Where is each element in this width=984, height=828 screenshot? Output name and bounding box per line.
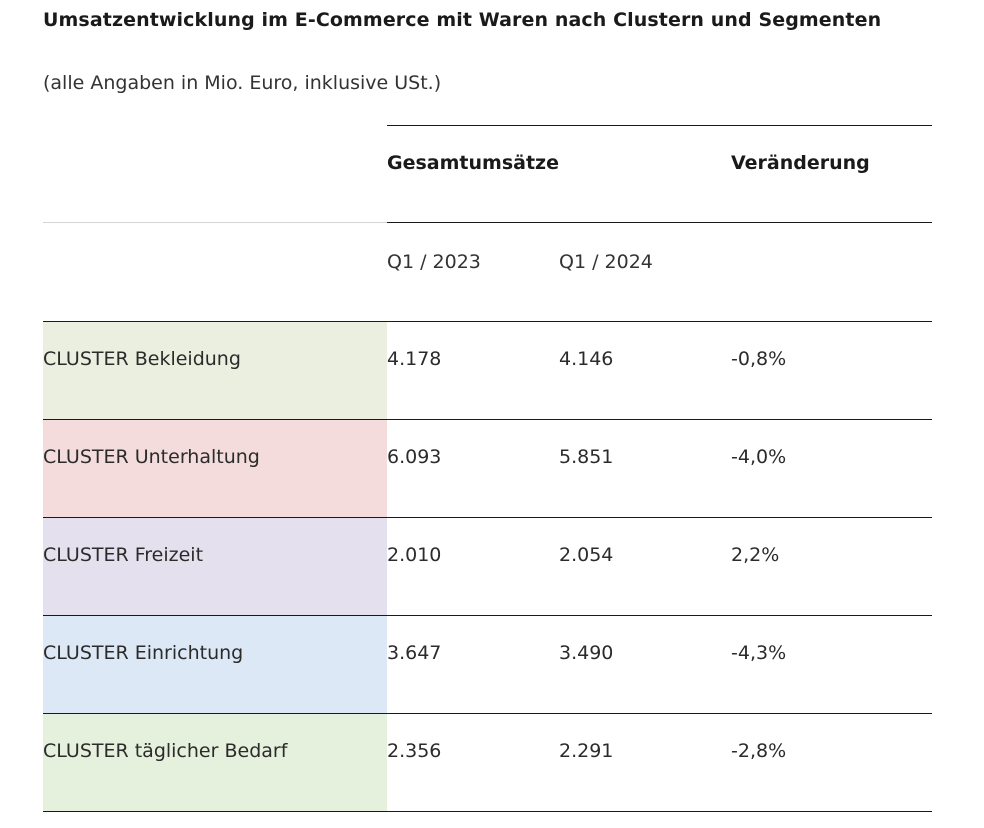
row-divider <box>43 517 932 518</box>
value-change: -4,0% <box>731 446 787 468</box>
value-q1-2023: 3.647 <box>387 642 442 664</box>
value-q1-2023: 2.010 <box>387 544 442 566</box>
cluster-color-band <box>43 322 387 419</box>
value-q1-2023: 6.093 <box>387 446 442 468</box>
column-q1-2024: Q1 / 2024 <box>559 251 653 273</box>
header-gesamtumsaetze: Gesamtumsätze <box>387 152 559 174</box>
value-q1-2023: 4.178 <box>387 348 442 370</box>
value-q1-2024: 4.146 <box>559 348 614 370</box>
value-change: -2,8% <box>731 740 787 762</box>
table-row: CLUSTER täglicher Bedarf 2.356 2.291 -2,8% <box>43 714 932 812</box>
cluster-label: CLUSTER Bekleidung <box>43 348 241 370</box>
column-q1-2023: Q1 / 2023 <box>387 251 481 273</box>
header-top-rule <box>387 125 932 126</box>
table-row: CLUSTER Freizeit 2.010 2.054 2,2% <box>43 518 932 616</box>
cluster-label: CLUSTER Einrichtung <box>43 642 244 664</box>
table-title: Umsatzentwicklung im E-Commerce mit Ware… <box>43 9 882 31</box>
table-row: CLUSTER Bekleidung 4.178 4.146 -0,8% <box>43 322 932 420</box>
cluster-color-band <box>43 714 387 811</box>
header-veraenderung: Veränderung <box>731 152 870 174</box>
row-divider <box>43 615 932 616</box>
cluster-label: CLUSTER täglicher Bedarf <box>43 740 288 762</box>
header-mid-rule <box>387 222 932 223</box>
row-divider <box>43 713 932 714</box>
table-body-top-rule <box>43 321 932 322</box>
header-left-rule <box>43 222 387 223</box>
cluster-color-band <box>43 518 387 615</box>
value-q1-2024: 2.054 <box>559 544 614 566</box>
value-change: 2,2% <box>731 544 780 566</box>
row-divider <box>43 811 932 812</box>
cluster-label: CLUSTER Freizeit <box>43 544 204 566</box>
cluster-color-band <box>43 420 387 517</box>
value-change: -4,3% <box>731 642 787 664</box>
cluster-label: CLUSTER Unterhaltung <box>43 446 260 468</box>
value-q1-2024: 2.291 <box>559 740 614 762</box>
table-row: CLUSTER Einrichtung 3.647 3.490 -4,3% <box>43 616 932 714</box>
table-row: CLUSTER Unterhaltung 6.093 5.851 -4,0% <box>43 420 932 518</box>
value-q1-2024: 5.851 <box>559 446 614 468</box>
value-q1-2024: 3.490 <box>559 642 614 664</box>
table-subtitle: (alle Angaben in Mio. Euro, inklusive US… <box>43 72 442 94</box>
value-q1-2023: 2.356 <box>387 740 442 762</box>
value-change: -0,8% <box>731 348 787 370</box>
cluster-color-band <box>43 616 387 713</box>
row-divider <box>43 419 932 420</box>
